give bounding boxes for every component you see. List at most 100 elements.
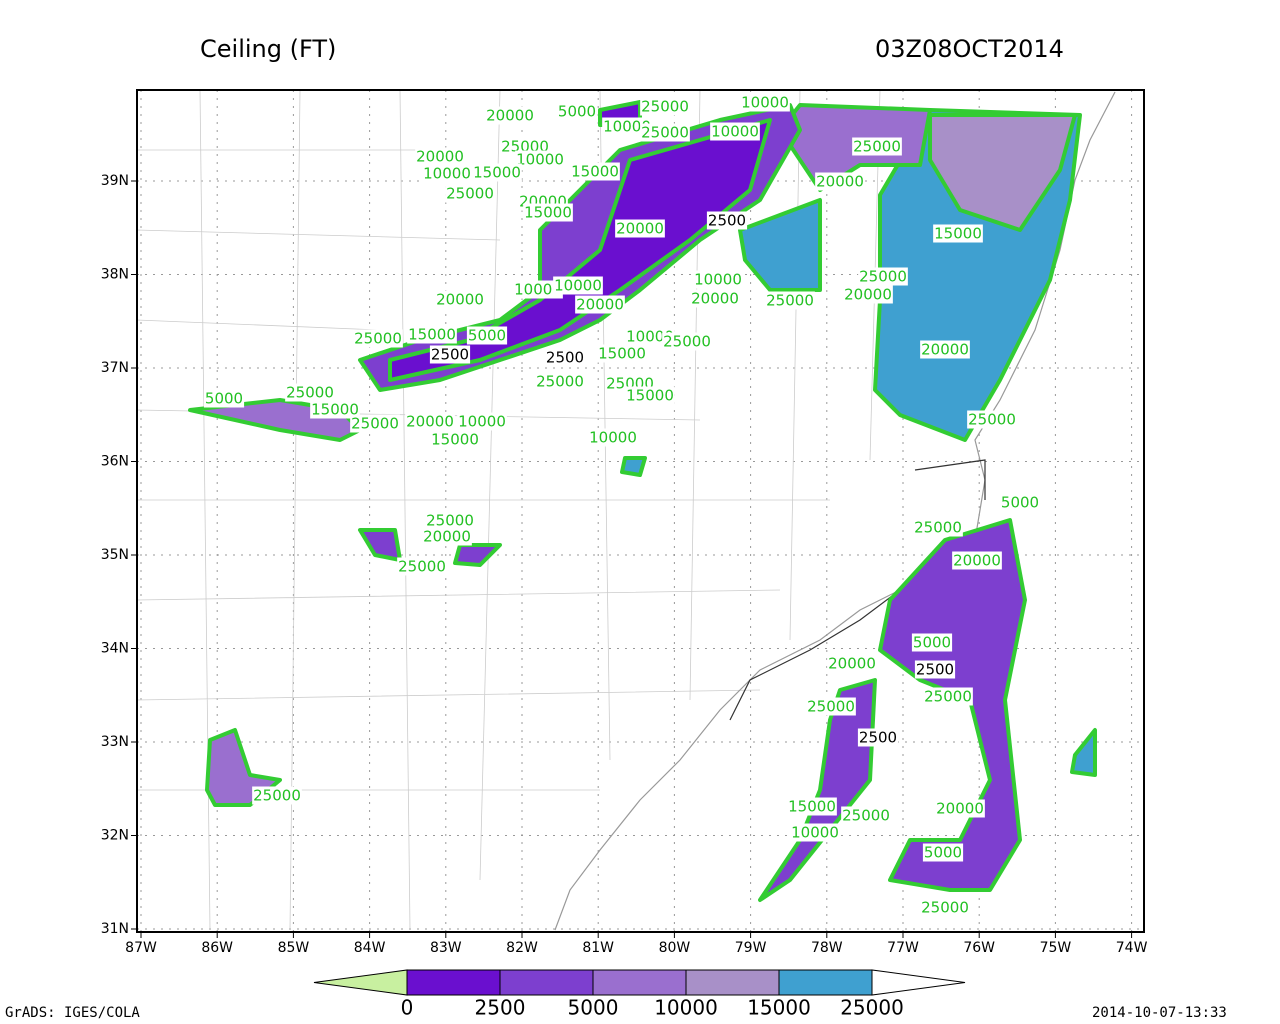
label-box xyxy=(858,267,908,286)
label-box xyxy=(706,211,748,230)
contour-label: 15000 xyxy=(571,163,619,181)
label-box xyxy=(310,400,360,419)
lon-tick-label: 79W xyxy=(735,940,767,956)
label-box xyxy=(429,345,471,364)
contour-label: 25000 xyxy=(766,292,814,310)
contour-label: 25000 xyxy=(286,384,334,402)
lat-tick-label: 31N xyxy=(101,921,129,937)
contour-label: 15000 xyxy=(598,345,646,363)
label-box xyxy=(415,147,465,166)
label-box xyxy=(914,660,956,679)
contour-label: 5000 xyxy=(924,844,962,862)
label-box xyxy=(457,412,507,431)
footer-timestamp: 2014-10-07-13:33 xyxy=(1092,1005,1227,1021)
lon-tick-label: 74W xyxy=(1116,940,1148,956)
label-box xyxy=(597,344,647,363)
contour-label: 10000 xyxy=(516,151,564,169)
contour-label: 20000 xyxy=(576,296,624,314)
contour-label: 25000 xyxy=(536,373,584,391)
contour-label: 15000 xyxy=(626,387,674,405)
lon-tick-label: 81W xyxy=(582,940,614,956)
lon-tick-label: 85W xyxy=(278,940,310,956)
contour-label: 5000 xyxy=(913,634,951,652)
colorbar-label: 15000 xyxy=(747,996,811,1020)
contour-label: 25000 xyxy=(968,411,1016,429)
contour-label: 15000 xyxy=(408,326,456,344)
contour-label: 25000 xyxy=(859,268,907,286)
label-box xyxy=(923,687,973,706)
contour-label: 10000 xyxy=(741,94,789,112)
label-box xyxy=(920,340,970,359)
contour-label: 15000 xyxy=(788,798,836,816)
label-box xyxy=(553,276,603,295)
map-frame xyxy=(136,89,1145,933)
lon-tick-label: 77W xyxy=(887,940,919,956)
label-box xyxy=(513,280,563,299)
label-box xyxy=(523,203,573,222)
label-box xyxy=(922,843,964,862)
colorbar-label: 5000 xyxy=(568,996,619,1020)
contour-label: 20000 xyxy=(423,528,471,546)
contour-label: 20000 xyxy=(828,655,876,673)
label-box xyxy=(857,728,899,747)
lat-tick-label: 39N xyxy=(101,173,129,189)
contour-label: 2500 xyxy=(859,729,897,747)
colorbar-box xyxy=(406,969,501,996)
label-box xyxy=(787,797,837,816)
contour-label: 10000 xyxy=(589,429,637,447)
contour-label: 15000 xyxy=(431,431,479,449)
contour-label: 10000 xyxy=(626,328,674,346)
label-box xyxy=(765,291,815,310)
label-box xyxy=(407,325,457,344)
lon-tick-label: 76W xyxy=(963,940,995,956)
lon-tick-label: 87W xyxy=(125,940,157,956)
contour-label: 25000 xyxy=(446,185,494,203)
lon-tick-label: 83W xyxy=(430,940,462,956)
label-box xyxy=(815,172,865,191)
valid-time: 03Z08OCT2014 xyxy=(875,35,1064,63)
label-box xyxy=(353,329,403,348)
contour-label: 25000 xyxy=(853,138,901,156)
label-box xyxy=(575,295,625,314)
lat-tick-label: 33N xyxy=(101,734,129,750)
contour-label: 15000 xyxy=(473,164,521,182)
contour-label: 5000 xyxy=(205,390,243,408)
contour-label: 25000 xyxy=(914,519,962,537)
label-box xyxy=(397,557,447,576)
lon-tick-label: 75W xyxy=(1040,940,1072,956)
label-box xyxy=(935,799,985,818)
label-box xyxy=(806,697,856,716)
label-box xyxy=(913,518,963,537)
lat-tick-label: 32N xyxy=(101,828,129,844)
contour-label: 15000 xyxy=(524,204,572,222)
label-box xyxy=(827,654,877,673)
label-box xyxy=(252,786,302,805)
contour-label: 25000 xyxy=(924,688,972,706)
colorbar-left-arrow xyxy=(313,969,408,996)
colorbar-box xyxy=(499,969,594,996)
label-box xyxy=(693,270,743,289)
label-box xyxy=(445,184,495,203)
contour-label: 25000 xyxy=(842,807,890,825)
label-box xyxy=(350,414,400,433)
label-box xyxy=(485,106,535,125)
colorbar-right-arrow xyxy=(871,969,966,996)
label-box xyxy=(852,137,902,156)
contour-label: 25000 xyxy=(921,899,969,917)
label-box xyxy=(556,102,598,121)
lon-tick-label: 86W xyxy=(201,940,233,956)
contour-label: 25000 xyxy=(641,124,689,142)
contour-label: 25000 xyxy=(641,98,689,116)
colorbar-box xyxy=(592,969,687,996)
colorbar-box xyxy=(778,969,873,996)
label-box xyxy=(740,93,790,112)
contour-label: 20000 xyxy=(436,291,484,309)
contour-label: 5000 xyxy=(1001,494,1039,512)
label-box xyxy=(602,117,652,136)
contour-label: 25000 xyxy=(398,558,446,576)
label-box xyxy=(203,389,245,408)
contour-label: 10000 xyxy=(554,277,602,295)
contour-label: 20000 xyxy=(816,173,864,191)
label-box xyxy=(790,823,840,842)
